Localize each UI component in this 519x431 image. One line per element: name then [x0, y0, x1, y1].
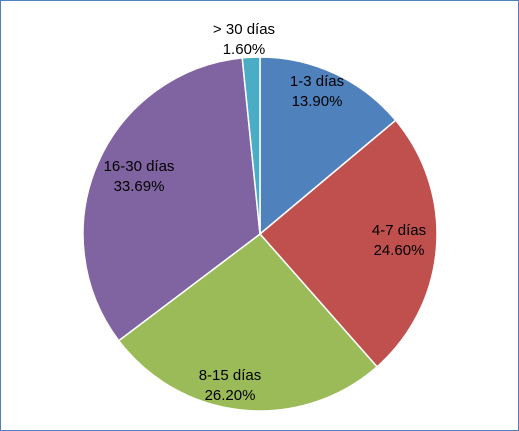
slice-label: > 30 días 1.60% — [213, 21, 275, 58]
pie-slice — [117, 232, 379, 412]
slice-percent-label: 24.60% — [374, 242, 425, 259]
pie-slice — [259, 56, 397, 236]
slice-percent-label: 26.20% — [205, 387, 256, 404]
pie-slices — [82, 56, 438, 412]
slice-category-label: 4-7 días — [372, 222, 426, 239]
slice-category-label: 1-3 días — [290, 73, 344, 90]
pie-slice — [241, 56, 261, 235]
slice-label: 4-7 días 24.60% — [372, 222, 426, 259]
pie-slice — [82, 57, 261, 342]
slice-label: 8-15 días 26.20% — [199, 367, 262, 404]
slice-label: 16-30 días 33.69% — [104, 158, 175, 195]
slice-category-label: 16-30 días — [104, 158, 175, 175]
slice-label: 1-3 días 13.90% — [290, 73, 344, 110]
slice-percent-label: 1.60% — [223, 41, 266, 58]
slice-percent-label: 33.69% — [114, 178, 165, 195]
slice-percent-label: 13.90% — [292, 93, 343, 110]
pie-labels: 1-3 días 13.90% 4-7 días 24.60% 8-15 días 26.… — [104, 21, 427, 404]
slice-category-label: > 30 días — [213, 21, 275, 38]
slice-category-label: 8-15 días — [199, 367, 262, 384]
pie-slice — [258, 119, 438, 368]
